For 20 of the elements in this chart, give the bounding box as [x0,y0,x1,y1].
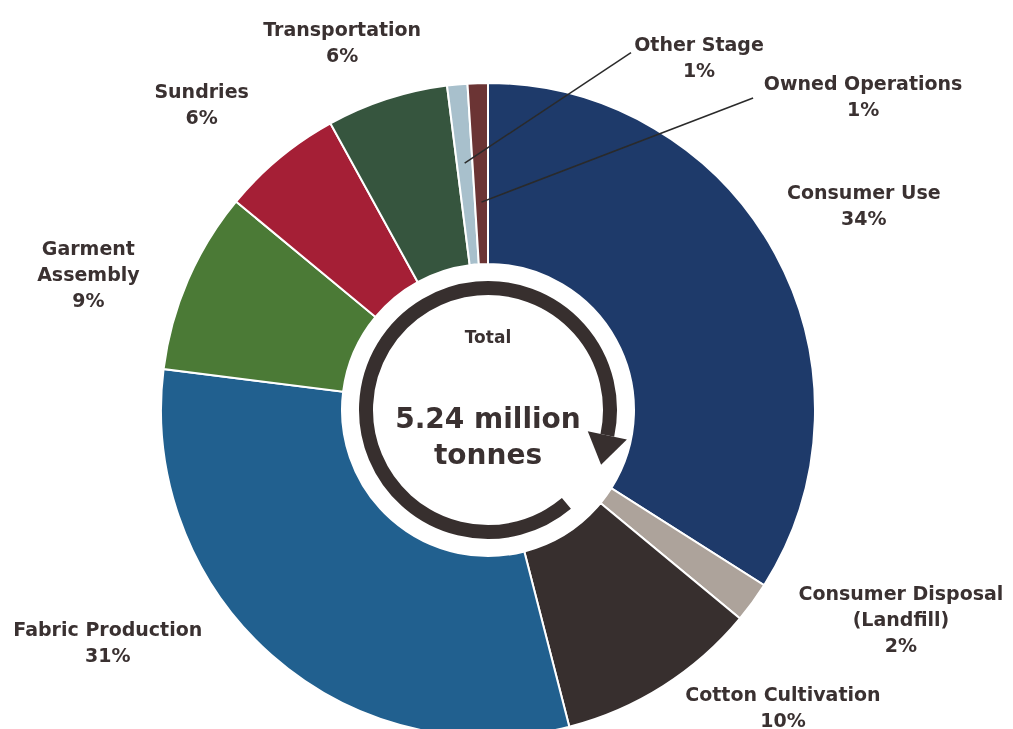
slice-label: Fabric Production [13,617,203,640]
slice-label: Garment Assembly [37,236,141,285]
slice-label: Consumer Disposal (Landfill) [798,581,1004,630]
data-label: 6% [185,105,218,128]
data-label: 1% [682,58,716,81]
slice-label: Other Stage [634,32,764,55]
text: 5.24 million tonnes [395,402,581,471]
data-label: 6% [326,44,359,67]
text: Total [464,327,512,347]
slice-label: Consumer Use [787,181,941,203]
data-label: 31% [85,643,131,666]
slice-label: Sundries [154,79,249,102]
slice-label: Owned Operations [763,71,963,94]
slice-label: Transportation [263,18,422,41]
data-label: 10% [760,708,806,729]
data-label: 1% [846,97,880,120]
data-label: 9% [72,288,105,311]
data-label: 34% [841,207,887,229]
slice-label: Cotton Cultivation [685,682,881,705]
data-label: 2% [884,633,918,656]
